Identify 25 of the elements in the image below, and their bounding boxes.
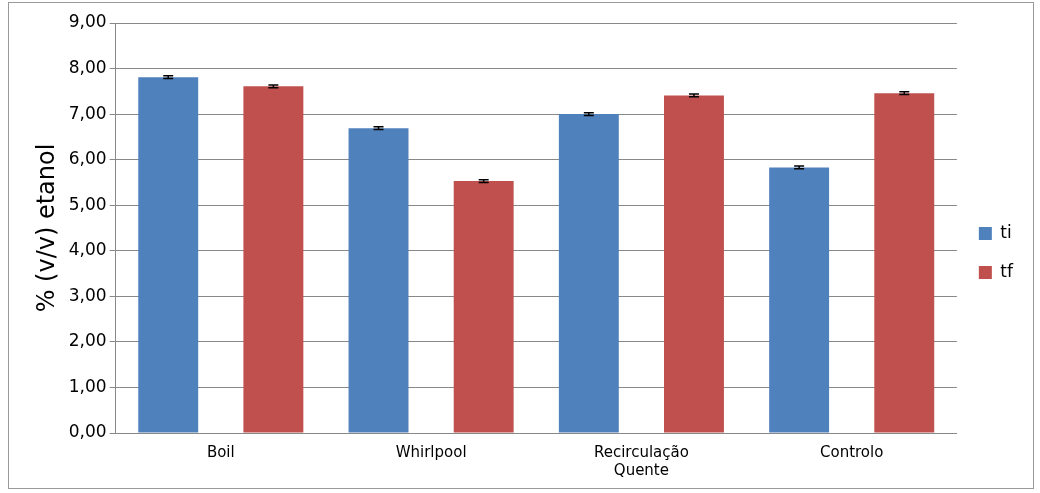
bar [664, 95, 724, 433]
x-tick-label: Whirlpool [395, 442, 467, 461]
bar [874, 93, 935, 433]
bar [138, 77, 199, 433]
bar [348, 128, 409, 433]
y-tick-label: 7,00 [68, 102, 107, 123]
bar [243, 86, 304, 433]
y-tick-label: 5,00 [68, 193, 107, 214]
legend-label: ti [1000, 221, 1012, 242]
x-tick-label: Recirculação Quente [593, 442, 689, 479]
y-tick-label: 9,00 [68, 11, 107, 32]
y-tick-label: 0,00 [68, 421, 107, 442]
y-tick-label: 1,00 [68, 375, 107, 396]
y-tick-label: 8,00 [68, 56, 107, 77]
y-tick-label: 4,00 [68, 239, 107, 260]
x-tick-label: Controlo [820, 442, 884, 461]
bar [558, 114, 619, 433]
legend-label: tf [1000, 260, 1015, 281]
x-tick-label: Boil [206, 442, 235, 461]
bar [453, 181, 514, 433]
y-tick-label: 2,00 [68, 330, 107, 351]
bar [769, 167, 830, 433]
y-tick-label: 3,00 [68, 284, 107, 305]
y-tick-label: 6,00 [68, 148, 107, 169]
y-axis-title: % (v/v) etanol [31, 143, 60, 313]
